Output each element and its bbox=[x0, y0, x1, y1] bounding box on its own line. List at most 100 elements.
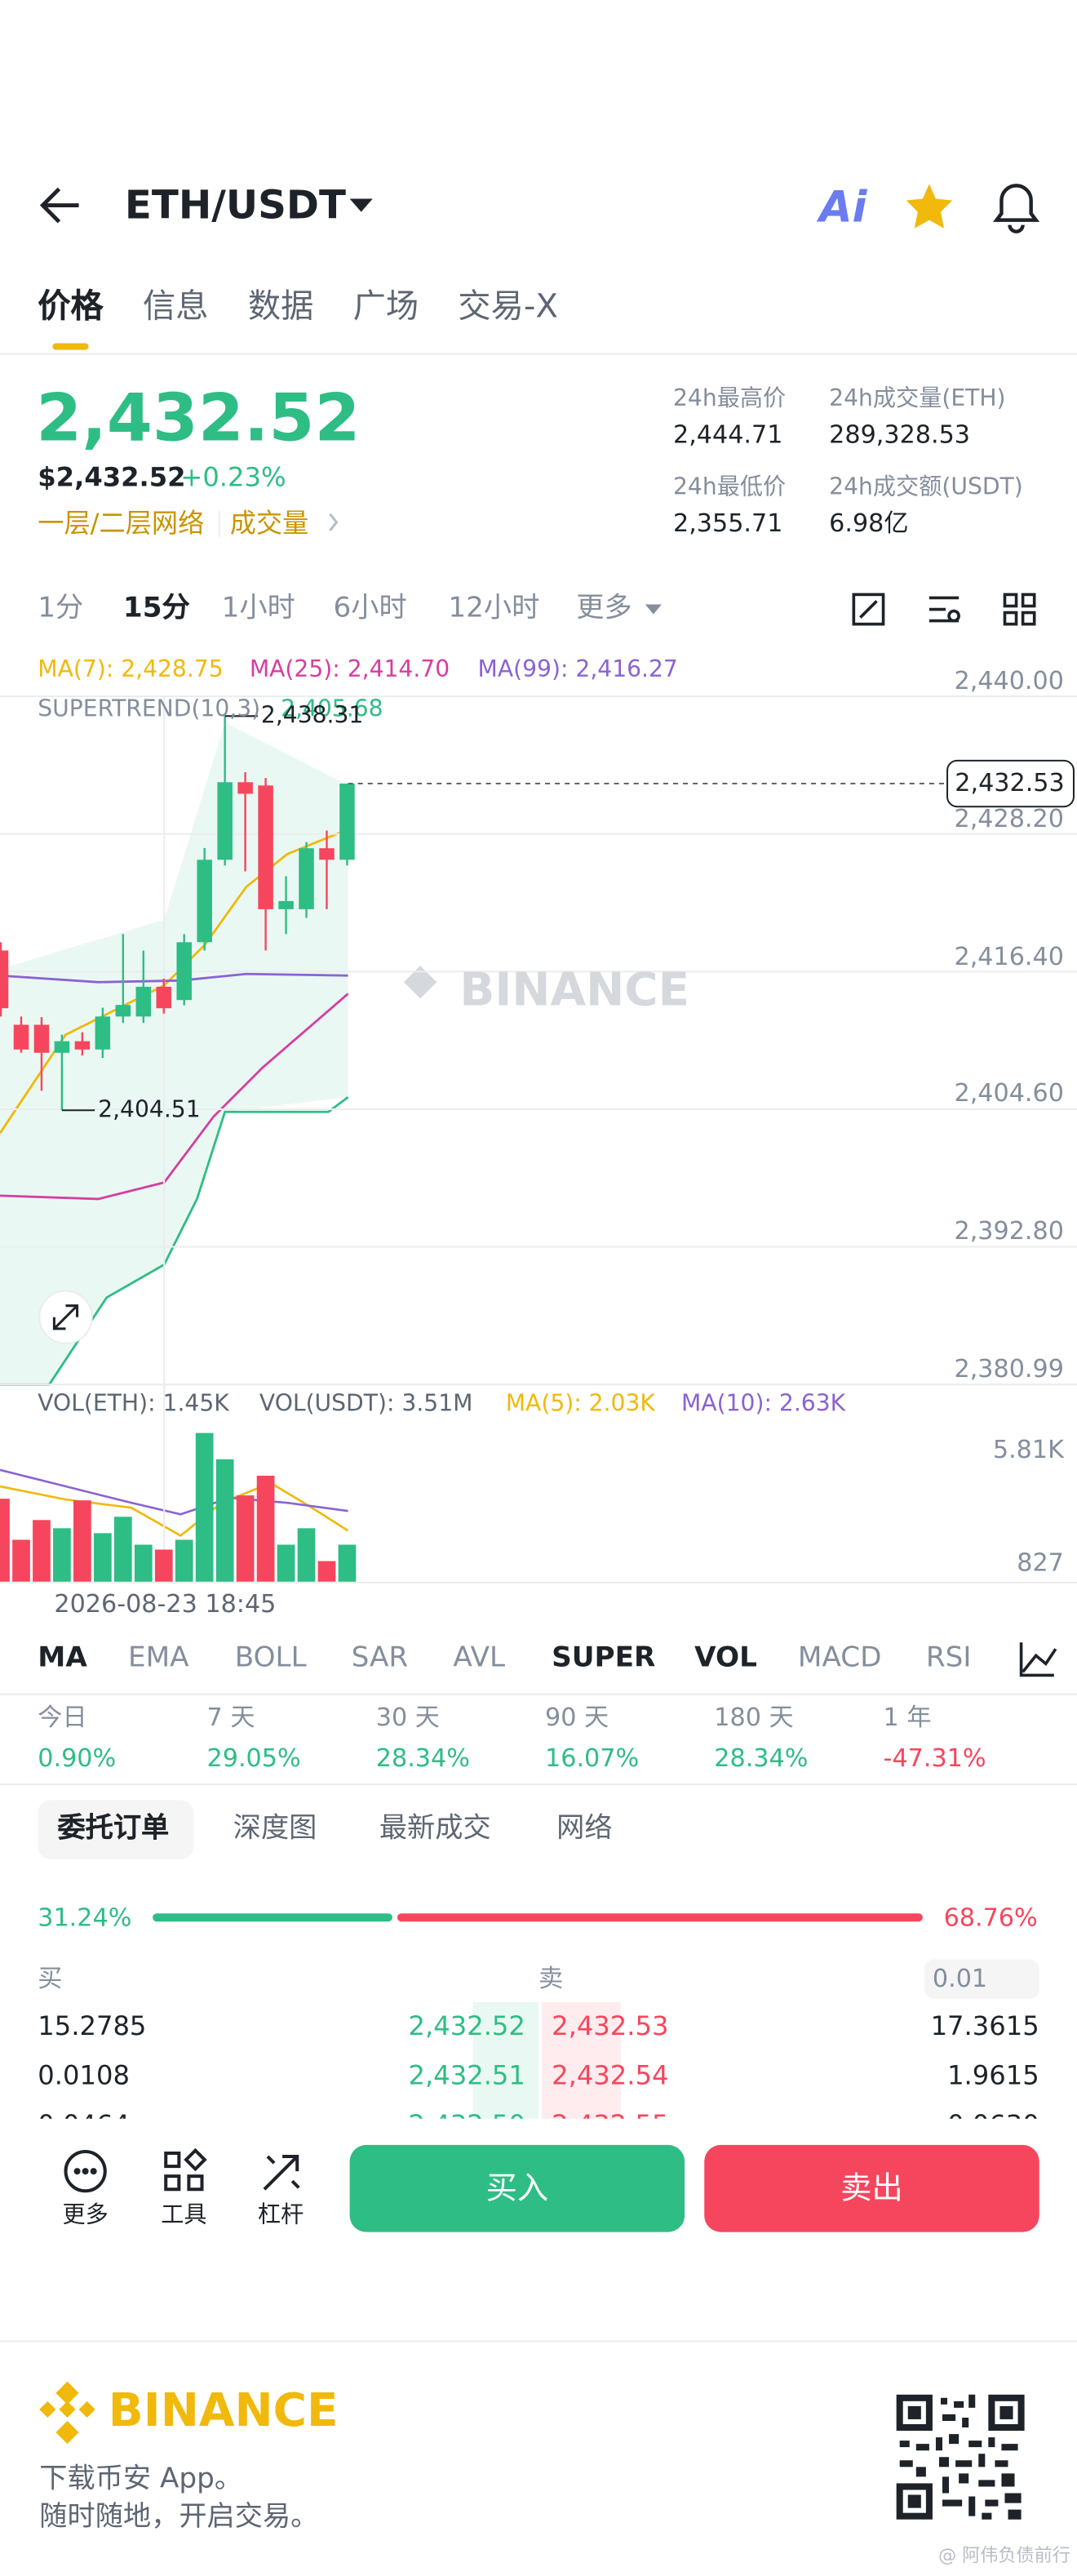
tab[interactable]: 数据 bbox=[247, 286, 314, 326]
stat-value: 6.98亿 bbox=[829, 508, 909, 538]
perf-value: -47.31% bbox=[883, 1743, 986, 1774]
ai-icon[interactable]: Ai bbox=[816, 183, 867, 233]
volume-bar bbox=[53, 1528, 71, 1583]
perf-label: 90 天 bbox=[545, 1702, 609, 1732]
vol-tick-label: 5.81K bbox=[992, 1434, 1064, 1464]
sell-ratio: 68.76% bbox=[943, 1903, 1038, 1933]
dropdown-icon[interactable] bbox=[349, 198, 373, 212]
indicator-tab[interactable]: SUPER bbox=[552, 1641, 656, 1675]
indicator-tab[interactable]: AVL bbox=[453, 1641, 506, 1675]
perf-label: 180 天 bbox=[714, 1702, 794, 1732]
buy-ratio-bar bbox=[153, 1913, 392, 1922]
high-label: 2,438.31 bbox=[260, 703, 364, 730]
volume-bar bbox=[215, 1459, 234, 1583]
bell-icon[interactable] bbox=[992, 184, 1040, 233]
candle-body bbox=[237, 782, 253, 794]
candle-body bbox=[217, 782, 233, 860]
chart-tools[interactable] bbox=[852, 593, 1057, 1677]
sell-ratio-bar bbox=[397, 1913, 923, 1922]
action-label[interactable]: 工具 bbox=[161, 2202, 207, 2229]
sell-qty: 1.9615 bbox=[947, 2059, 1039, 2091]
buy-qty: 15.2785 bbox=[38, 2010, 147, 2042]
expand-icon[interactable] bbox=[52, 1304, 79, 1330]
buy-price: 2,432.51 bbox=[408, 2059, 525, 2091]
vol-ma10-line bbox=[0, 1468, 348, 1516]
back-icon[interactable] bbox=[39, 187, 79, 224]
indicator-tab[interactable]: EMA bbox=[127, 1641, 189, 1675]
star-icon[interactable] bbox=[906, 184, 953, 229]
sell-label[interactable]: 卖出 bbox=[840, 2170, 903, 2207]
action-label[interactable]: 更多 bbox=[62, 2202, 109, 2229]
indicator-tab[interactable]: VOL bbox=[694, 1641, 757, 1675]
tab[interactable]: 广场 bbox=[352, 286, 419, 326]
supertrend-value: 2,405.68 bbox=[281, 696, 383, 723]
candle-body bbox=[74, 1041, 91, 1050]
volume-tag[interactable]: 成交量 bbox=[229, 507, 309, 539]
y-tick-label: 2,416.40 bbox=[954, 941, 1064, 971]
volume-bar bbox=[277, 1544, 295, 1583]
footer-line: 随时随地，开启交易。 bbox=[39, 2500, 319, 2534]
interval[interactable]: 15分 bbox=[122, 592, 190, 625]
network-tag[interactable]: 一层/二层网络 bbox=[38, 507, 205, 539]
more-caret bbox=[645, 604, 662, 615]
perf-label: 今日 bbox=[38, 1702, 87, 1732]
candle-body bbox=[278, 900, 294, 909]
action-icons[interactable] bbox=[64, 2147, 300, 2193]
chevron bbox=[329, 513, 339, 531]
pair-title[interactable]: ETH/USDT bbox=[124, 182, 346, 229]
perf-value: 0.90% bbox=[38, 1743, 117, 1774]
interval[interactable]: 更多 bbox=[576, 592, 632, 625]
interval[interactable]: 12小时 bbox=[448, 592, 540, 625]
action-label[interactable]: 杠杆 bbox=[257, 2202, 304, 2229]
qr-code bbox=[894, 2392, 1026, 2521]
sell-qty: 0.0630 bbox=[947, 2112, 1039, 2119]
tab[interactable]: 信息 bbox=[143, 286, 209, 326]
candle-body bbox=[135, 986, 152, 1017]
interval[interactable]: 6小时 bbox=[333, 592, 407, 625]
candle-body bbox=[319, 848, 335, 860]
precision[interactable]: 0.01 bbox=[932, 1963, 988, 1993]
indicator-tab[interactable]: SAR bbox=[351, 1641, 409, 1675]
buy-price: 2,432.50 bbox=[409, 2112, 525, 2119]
last-price-label: 2,432.53 bbox=[955, 767, 1065, 798]
brand: BINANCE bbox=[108, 2383, 339, 2438]
precision-pill[interactable] bbox=[924, 1959, 1039, 1999]
supertrend-line bbox=[0, 1096, 349, 1386]
indicator-tab[interactable]: RSI bbox=[925, 1641, 972, 1675]
divider bbox=[0, 1783, 1077, 1786]
stat-label: 24h最高价 bbox=[673, 385, 787, 413]
indicator-tab[interactable]: MACD bbox=[797, 1641, 882, 1675]
perf-value: 16.07% bbox=[545, 1743, 640, 1774]
volume-bar bbox=[134, 1544, 153, 1583]
stat-label: 24h最低价 bbox=[673, 474, 787, 501]
tab-indicator bbox=[52, 343, 89, 350]
volume-bar bbox=[175, 1539, 193, 1583]
stat-label: 24h成交量(ETH) bbox=[829, 385, 1006, 413]
ma25-line bbox=[0, 993, 349, 1201]
candle-body bbox=[176, 942, 192, 1001]
buy-qty: 0.0464 bbox=[38, 2112, 130, 2119]
sell-button[interactable] bbox=[704, 2144, 1039, 2232]
candle-body bbox=[33, 1024, 50, 1053]
interval[interactable]: 1小时 bbox=[221, 592, 295, 625]
tab[interactable]: 交易-X bbox=[458, 286, 558, 326]
perf-value: 28.34% bbox=[714, 1743, 809, 1774]
sell-header: 卖 bbox=[538, 1963, 564, 1993]
candle-body bbox=[13, 1024, 29, 1050]
buy-button[interactable] bbox=[349, 2144, 685, 2232]
interval[interactable]: 1分 bbox=[38, 592, 84, 625]
buy-label[interactable]: 买入 bbox=[485, 2170, 549, 2207]
order-tab[interactable]: 委托订单 bbox=[57, 1812, 170, 1845]
tag-divider bbox=[218, 510, 220, 537]
indicator-tab[interactable]: MA bbox=[38, 1641, 87, 1675]
candle-body bbox=[339, 784, 355, 860]
tab[interactable]: 价格 bbox=[38, 286, 104, 326]
order-tab[interactable]: 最新成交 bbox=[379, 1812, 491, 1845]
volume-bar bbox=[317, 1561, 336, 1583]
order-tab[interactable]: 网络 bbox=[556, 1812, 613, 1845]
volume-bar bbox=[113, 1517, 132, 1583]
order-tab[interactable]: 深度图 bbox=[233, 1812, 317, 1845]
indicator-tab[interactable]: BOLL bbox=[234, 1641, 307, 1675]
buy-price: 2,432.52 bbox=[408, 2010, 525, 2042]
